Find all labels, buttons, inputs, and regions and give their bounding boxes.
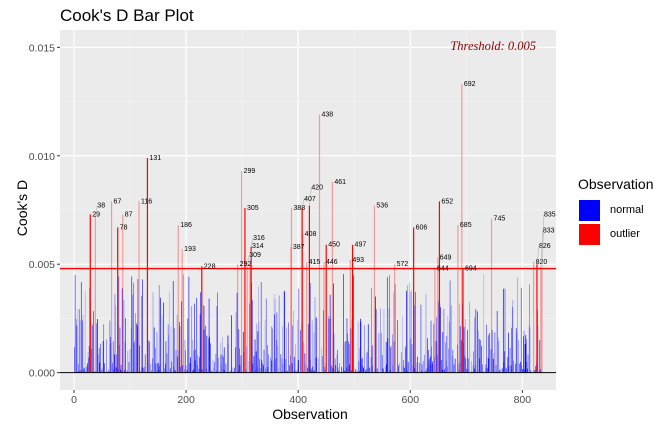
outlier-label-leader — [541, 214, 545, 269]
chart-title: Cook's D Bar Plot — [60, 6, 194, 25]
y-tick-label: 0.010 — [29, 151, 55, 163]
outlier-label-leader — [250, 237, 254, 247]
outlier-label: 116 — [141, 198, 152, 205]
outlier-label: 415 — [309, 259, 321, 266]
outlier-label-leader — [301, 198, 305, 208]
outlier-label: 685 — [460, 222, 472, 229]
x-tick-label: 800 — [514, 394, 532, 406]
x-tick-label: 200 — [177, 394, 195, 406]
threshold-label: Threshold: 0.005 — [450, 39, 536, 53]
y-tick-label: 0.000 — [29, 368, 55, 380]
outlier-label: 446 — [326, 259, 338, 266]
outlier-label: 652 — [441, 198, 453, 205]
outlier-label: 835 — [544, 212, 556, 219]
outlier-label: 826 — [539, 243, 551, 250]
outlier-label: 29 — [92, 211, 100, 218]
legend: Observation normal outlier — [578, 176, 653, 246]
outlier-label: 820 — [536, 259, 548, 266]
outlier-label: 644 — [437, 266, 449, 273]
outlier-label: 493 — [352, 257, 364, 264]
outlier-label: 692 — [464, 81, 476, 88]
legend-swatch-normal — [578, 198, 601, 222]
outlier-label: 438 — [321, 112, 333, 119]
outlier-label: 186 — [180, 222, 192, 229]
legend-swatch-outlier — [578, 222, 601, 246]
legend-label-outlier: outlier — [610, 228, 640, 240]
outlier-label: 536 — [376, 203, 388, 210]
outlier-label-leader — [249, 246, 253, 265]
outlier-label: 309 — [249, 252, 261, 259]
outlier-label: 78 — [120, 224, 128, 231]
outlier-label: 420 — [311, 185, 323, 192]
outlier-label: 316 — [253, 235, 265, 242]
outlier-label: 461 — [334, 179, 346, 186]
outlier-label-leader — [95, 205, 98, 215]
legend-title: Observation — [578, 176, 654, 192]
x-tick-label: 0 — [71, 394, 77, 406]
outlier-label-leader — [536, 246, 540, 265]
outlier-label: 833 — [543, 227, 555, 234]
outlier-label: 228 — [204, 263, 216, 270]
outlier-label: 572 — [397, 261, 409, 268]
outlier-label: 314 — [252, 243, 264, 250]
x-tick-label: 400 — [289, 394, 307, 406]
y-tick-label: 0.015 — [29, 42, 55, 54]
outlier-label: 408 — [305, 231, 317, 238]
outlier-label: 299 — [244, 168, 256, 175]
outlier-label-leader — [246, 255, 250, 265]
outlier-label: 131 — [149, 155, 161, 162]
outlier-label: 388 — [293, 205, 305, 212]
outlier-label: 292 — [240, 261, 252, 268]
x-tick-label: 600 — [402, 394, 420, 406]
outlier-label: 87 — [125, 211, 133, 218]
outlier-label-leader — [540, 230, 544, 267]
outlier-label: 193 — [184, 246, 196, 253]
legend-item-outlier: outlier — [578, 222, 653, 246]
outlier-label: 745 — [494, 216, 506, 223]
outlier-label: 694 — [465, 266, 477, 273]
outlier-label: 450 — [328, 242, 340, 249]
outlier-label-leader — [309, 187, 312, 206]
outlier-label: 497 — [355, 242, 367, 249]
outlier-label: 38 — [97, 202, 105, 209]
legend-label-normal: normal — [610, 204, 644, 216]
outlier-label: 305 — [247, 205, 259, 212]
outlier-label: 387 — [293, 244, 305, 251]
legend-item-normal: normal — [578, 198, 653, 222]
x-axis-label: Observation — [272, 406, 348, 422]
y-tick-label: 0.005 — [29, 259, 55, 271]
outlier-label: 649 — [440, 255, 452, 262]
outlier-label: 606 — [416, 224, 428, 231]
outlier-label: 67 — [114, 198, 122, 205]
